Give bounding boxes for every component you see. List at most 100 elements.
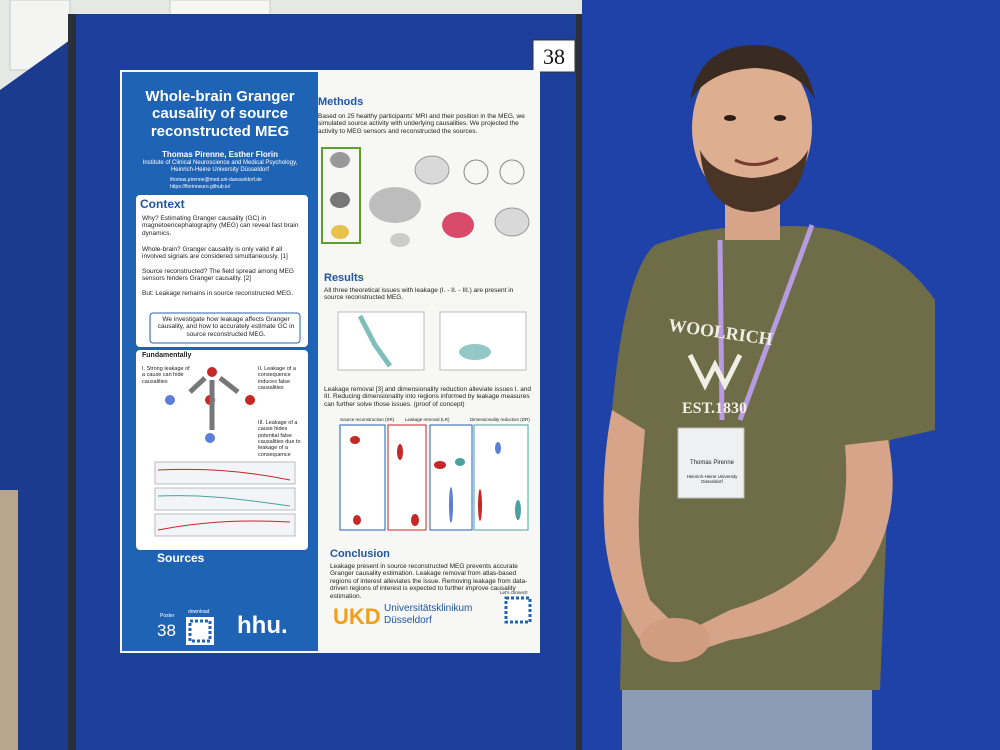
head bbox=[692, 50, 812, 206]
person bbox=[603, 45, 935, 750]
context-paragraph: But: Leakage remains in source reconstru… bbox=[142, 290, 294, 297]
board-frame bbox=[68, 14, 76, 750]
plot bbox=[154, 461, 296, 485]
panel-label: Dimensionality reduction (DR) bbox=[470, 417, 530, 422]
plot bbox=[154, 513, 296, 537]
beard bbox=[700, 150, 808, 212]
node bbox=[165, 395, 175, 405]
scatter-cloud bbox=[357, 314, 393, 368]
violin bbox=[397, 444, 403, 460]
network bbox=[463, 159, 489, 185]
conclusion-heading: Conclusion bbox=[330, 548, 390, 560]
badge-institution: Heinrich-Heine University Düsseldorf bbox=[686, 474, 738, 485]
meg-sim bbox=[442, 212, 474, 238]
aim-box bbox=[149, 312, 301, 344]
violin bbox=[449, 487, 453, 523]
conclusion-text: Leakage present in source reconstructed … bbox=[330, 563, 528, 600]
violin bbox=[411, 514, 419, 526]
violin-panel bbox=[387, 424, 427, 531]
brain bbox=[331, 225, 349, 239]
context-paragraph: Source reconstructed? The field spread a… bbox=[142, 268, 294, 283]
violin bbox=[495, 442, 501, 454]
curve bbox=[157, 468, 291, 481]
context-box bbox=[136, 195, 308, 347]
board-number: 38 bbox=[543, 44, 565, 69]
methods-figure bbox=[330, 152, 530, 247]
curve bbox=[157, 495, 291, 507]
shirt-logo bbox=[687, 353, 743, 391]
hhu-logo: hhu. bbox=[237, 612, 288, 639]
badge bbox=[677, 427, 745, 499]
poster-number: 38 bbox=[157, 621, 176, 640]
shirt-est: EST.1830 bbox=[682, 400, 748, 417]
email: thomas.pirenne@med.uni-duesseldorf.de bbox=[170, 177, 262, 183]
network bbox=[499, 159, 525, 185]
violin-panel bbox=[429, 424, 473, 531]
headmodel bbox=[390, 233, 410, 247]
results-heading: Results bbox=[324, 272, 364, 284]
board-frame bbox=[576, 14, 582, 750]
url: https://florinneuro.github.io/ bbox=[170, 184, 231, 190]
hair bbox=[690, 45, 815, 100]
authors: Thomas Pirenne, Esther Florin bbox=[161, 150, 279, 159]
ukd-logo: UKD bbox=[333, 604, 381, 629]
poster-title: Whole-brain Granger causality of source … bbox=[145, 88, 295, 140]
methods-frame bbox=[321, 147, 361, 244]
affiliation: Institute of Clinical Neuroscience and M… bbox=[142, 160, 298, 173]
node bbox=[205, 433, 215, 443]
context-paragraph: Whole-brain? Granger causality is only v… bbox=[142, 246, 288, 261]
violin bbox=[353, 515, 361, 525]
violin bbox=[515, 500, 521, 520]
results-plot bbox=[439, 311, 527, 371]
arrow bbox=[218, 376, 240, 394]
arrow bbox=[188, 376, 207, 394]
sources-heading: Sources bbox=[157, 551, 205, 565]
poster-label: Poster bbox=[160, 613, 175, 619]
violins bbox=[350, 436, 521, 526]
eye bbox=[724, 115, 736, 121]
curve bbox=[157, 520, 291, 531]
violin bbox=[455, 458, 465, 466]
fundamentally-item: III. Leakage of a cause hides potential … bbox=[258, 420, 301, 458]
fundamentally-plots bbox=[154, 461, 296, 537]
arm-right bbox=[690, 440, 893, 650]
qr-code bbox=[504, 596, 532, 624]
brain bbox=[494, 207, 530, 237]
brain bbox=[330, 192, 350, 208]
download-label: download bbox=[188, 609, 210, 615]
violin bbox=[350, 436, 360, 444]
results-plot bbox=[337, 311, 425, 371]
panel-label: Source reconstruction (SR) bbox=[340, 417, 395, 422]
scatter-cloud bbox=[459, 344, 491, 360]
results-text: All three theoretical issues with leakag… bbox=[324, 287, 514, 302]
panel-label: Leakage removal (LR) bbox=[405, 417, 450, 422]
number-plate bbox=[532, 39, 576, 73]
fundamentally-heading: Fundamentally bbox=[142, 352, 192, 359]
node bbox=[245, 395, 255, 405]
aim: We investigate how leakage affects Grang… bbox=[157, 316, 295, 338]
fundamentally-item: I. Strong leakage of a cause can hide ca… bbox=[142, 366, 190, 385]
node bbox=[207, 367, 217, 377]
violin bbox=[434, 461, 446, 469]
badge-name: Thomas Pirenne bbox=[689, 460, 735, 466]
methods-heading: Methods bbox=[318, 96, 364, 108]
hands bbox=[640, 618, 710, 662]
brain bbox=[414, 155, 450, 185]
plot bbox=[154, 487, 296, 511]
eye bbox=[774, 115, 786, 121]
violin bbox=[478, 489, 482, 521]
post bbox=[0, 490, 18, 750]
brain-cluster bbox=[369, 187, 421, 223]
violin-panel bbox=[339, 424, 386, 531]
context-paragraph: Why? Estimating Granger causality (GC) i… bbox=[142, 215, 299, 237]
fundamentally-item: II. Leakage of a consequence induces fal… bbox=[258, 366, 296, 391]
brain bbox=[330, 152, 350, 168]
connect-label: Let's connect! bbox=[500, 590, 528, 595]
mouth bbox=[734, 156, 779, 166]
clinic-name: Universitätsklinikum Düsseldorf bbox=[384, 603, 473, 626]
context-heading: Context bbox=[140, 197, 185, 211]
results-text: Leakage removal [3] and dimensionality r… bbox=[324, 386, 532, 408]
lanyard bbox=[717, 224, 815, 421]
